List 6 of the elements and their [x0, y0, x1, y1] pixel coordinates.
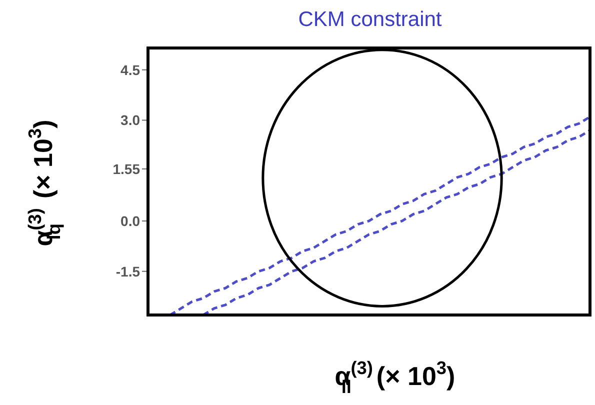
chart-title: CKM constraint	[298, 8, 442, 31]
y-tick-label: 3.0	[120, 112, 140, 128]
y-tick-label: 4.5	[120, 62, 140, 78]
y-tick-label: 0.0	[120, 212, 140, 229]
y-tick-label: -1.5	[116, 263, 140, 280]
y-tick-label: 1.55	[112, 160, 140, 177]
